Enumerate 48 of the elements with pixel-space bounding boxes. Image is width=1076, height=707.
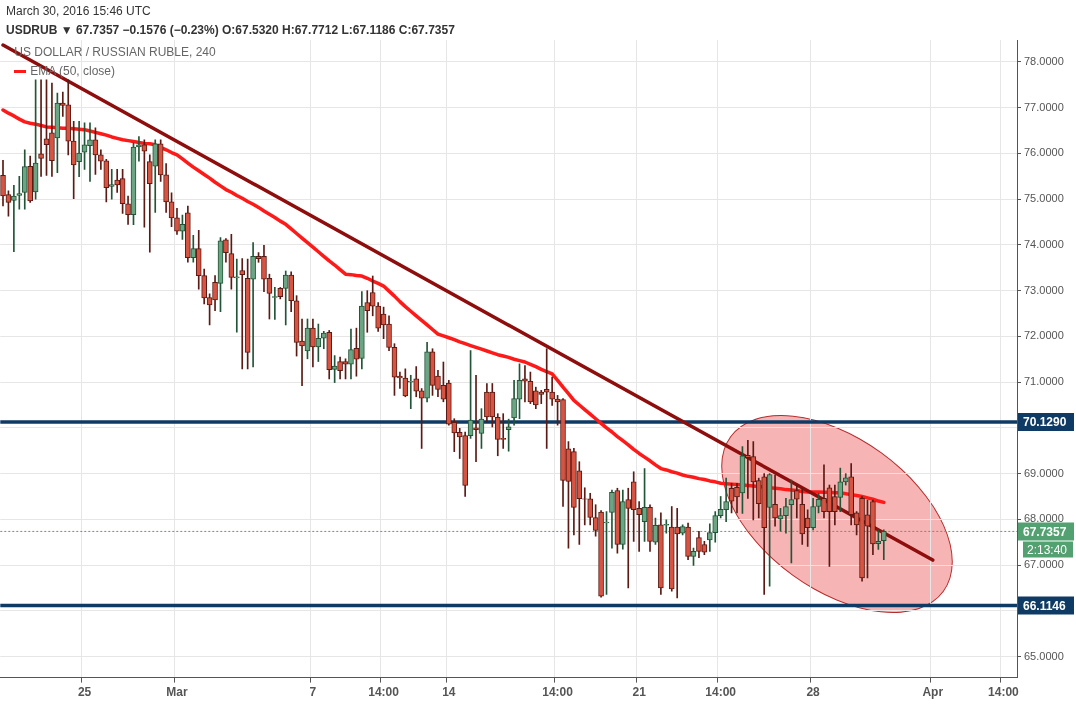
candlestick [407,374,414,409]
text: 2:13:40 [1027,542,1068,557]
x-tick-label: Mar [166,685,188,700]
y-tick-label: 73.0000 [1024,283,1064,296]
candlestick [38,79,44,177]
y-tick-label: 76.0000 [1024,146,1064,159]
candlestick [543,348,550,449]
candlestick [11,185,17,253]
x-tick-label: 28 [806,685,821,700]
y-tick-label: 65.0000 [1024,649,1064,662]
x-tick-label: 25 [77,685,92,700]
x-tick-label: 21 [632,685,647,700]
candlestick [16,175,23,210]
candlestick [76,121,82,178]
y-tick-label: 78.0000 [1024,54,1064,67]
candlestick [146,154,153,253]
y-tick-label: 77.0000 [1024,100,1064,113]
candlestick [538,390,545,404]
y-tick-label: 72.0000 [1024,329,1064,342]
candlestick [136,136,142,162]
candlestick [239,258,246,370]
candlestick [522,365,528,403]
x-tick-label: 14 [442,685,456,700]
y-tick-label: 75.0000 [1024,192,1064,205]
candlestick [364,290,371,333]
x-tick-label: 14:00 [368,685,400,700]
candlestick [250,242,256,368]
y-tick-label: 74.0000 [1024,237,1064,250]
y-tick-label: 67.0000 [1024,558,1064,571]
ref-line-label: 67.7357 [1023,524,1067,539]
candlestick [59,91,66,117]
y-tick-label: 68.0000 [1024,512,1064,525]
candlestick [233,258,240,333]
x-tick-label: Apr [922,685,944,700]
ref-line-label: 70.1290 [1023,415,1067,430]
candlestick [108,169,115,200]
y-tick-label: 71.0000 [1024,375,1064,388]
x-tick-label: 14:00 [705,685,737,700]
y-tick-label: 69.0000 [1024,466,1064,479]
x-tick-label: 7 [309,685,317,700]
candlestick [745,439,751,499]
x-tick-label: 14:00 [988,685,1020,700]
text: USDRUB ▼ 67.7357 −0.1576 (−0.23%) O:67.5320 H:67.7712 L:67.1186 C:67.7357 [6,22,455,39]
text: March 30, 2016 15:46 UTC [6,3,152,20]
x-tick-label: 14:00 [542,685,574,700]
ref-line-label: 66.1146 [1023,598,1067,613]
candlestick [473,374,479,463]
candlestick [549,376,555,406]
